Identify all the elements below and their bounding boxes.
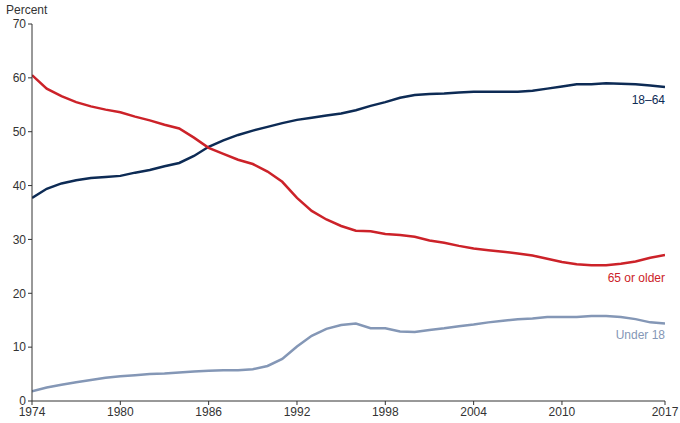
svg-text:30: 30 [13,233,27,247]
svg-text:2004: 2004 [460,405,487,419]
svg-text:10: 10 [13,340,27,354]
svg-text:70: 70 [13,17,27,31]
svg-text:Under 18: Under 18 [616,328,666,342]
svg-text:20: 20 [13,287,27,301]
svg-text:0: 0 [19,394,26,408]
svg-text:1980: 1980 [107,405,134,419]
svg-text:1974: 1974 [18,404,46,419]
svg-text:65 or older: 65 or older [608,271,665,285]
svg-text:1998: 1998 [372,405,399,419]
html-text:Percent: Percent [6,3,48,17]
svg-text:40: 40 [13,179,27,193]
svg-text:2017: 2017 [652,405,672,419]
svg-text:1986: 1986 [195,405,222,419]
svg-text:2010: 2010 [549,405,576,419]
svg-text:18–64: 18–64 [632,93,666,107]
svg-text:60: 60 [13,71,27,85]
svg-text:1992: 1992 [284,405,311,419]
svg-text:50: 50 [13,125,27,139]
